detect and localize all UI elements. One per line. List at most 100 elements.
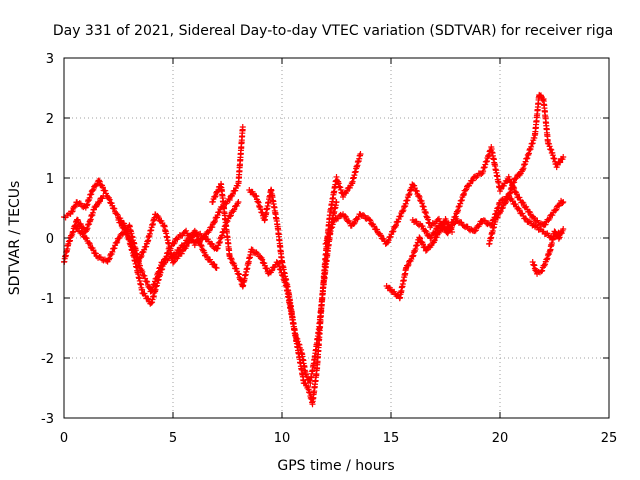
data-point <box>417 197 424 204</box>
data-point <box>342 214 349 221</box>
data-point <box>208 240 215 247</box>
data-point <box>542 221 549 228</box>
data-point <box>448 222 455 229</box>
series-sat-d <box>115 211 220 271</box>
data-point <box>79 230 86 237</box>
data-point <box>423 228 430 235</box>
data-point <box>113 240 120 247</box>
data-point <box>552 229 559 236</box>
data-point <box>233 265 240 272</box>
data-point <box>92 250 99 257</box>
data-point <box>377 232 384 239</box>
data-point <box>419 223 426 230</box>
data-point <box>538 268 545 275</box>
y-tick-label: -3 <box>41 412 54 427</box>
data-point <box>469 177 476 184</box>
x-tick-label: 25 <box>601 431 618 446</box>
data-point <box>473 174 480 181</box>
data-point <box>520 199 527 206</box>
data-point <box>141 272 148 279</box>
data-point <box>452 214 459 221</box>
data-point <box>472 227 479 234</box>
data-point <box>118 220 125 227</box>
data-point <box>560 154 567 160</box>
data-point <box>413 188 420 195</box>
data-point <box>417 235 424 242</box>
x-tick-label: 0 <box>60 431 68 446</box>
data-point <box>154 212 161 219</box>
data-point <box>89 187 96 194</box>
data-point <box>463 186 470 193</box>
data-point <box>506 176 513 183</box>
data-point <box>433 234 440 241</box>
data-point <box>142 275 149 282</box>
data-point <box>171 258 178 265</box>
data-point <box>553 206 560 213</box>
data-point <box>90 247 97 254</box>
data-point <box>116 234 123 241</box>
data-point <box>555 235 562 242</box>
data-point <box>228 255 235 262</box>
data-point <box>519 199 526 206</box>
data-point <box>249 246 256 253</box>
data-point <box>72 202 79 209</box>
data-point <box>482 217 489 224</box>
data-point <box>393 222 400 229</box>
data-point <box>189 234 196 241</box>
data-point <box>155 214 162 221</box>
series-sat-k <box>529 226 567 277</box>
data-point <box>90 186 97 193</box>
data-point <box>232 187 239 194</box>
data-point <box>416 234 423 241</box>
series-sat-a <box>61 124 246 307</box>
y-tick-label: -2 <box>41 352 54 367</box>
data-point <box>231 262 238 269</box>
data-point <box>552 207 559 214</box>
data-point <box>539 267 546 274</box>
data-point <box>422 227 429 234</box>
data-point <box>188 234 195 241</box>
data-point <box>419 241 426 248</box>
data-point <box>404 262 411 269</box>
data-point <box>513 175 520 182</box>
data-point <box>143 278 150 285</box>
data-point <box>140 272 147 279</box>
plot-frame <box>63 57 610 419</box>
y-tick-label: 0 <box>46 232 54 247</box>
data-point <box>268 267 275 274</box>
data-point <box>341 213 348 220</box>
data-point <box>106 196 113 203</box>
data-point <box>497 208 504 215</box>
data-point <box>96 198 103 205</box>
series-sat-i <box>409 144 567 242</box>
data-point <box>545 217 552 224</box>
data-point <box>135 258 142 265</box>
data-point <box>99 184 106 191</box>
data-point <box>361 212 368 219</box>
data-point <box>211 194 218 201</box>
data-point <box>228 256 235 263</box>
data-point <box>351 219 358 226</box>
data-point <box>516 207 523 214</box>
data-point <box>458 219 465 226</box>
data-point <box>466 180 473 187</box>
data-point <box>183 227 190 234</box>
x-tick-label: 10 <box>274 431 291 446</box>
data-point <box>209 198 216 205</box>
data-point <box>69 208 76 215</box>
data-point <box>359 211 366 218</box>
data-point <box>209 241 216 248</box>
series-sat-j <box>486 91 567 247</box>
data-point <box>171 239 178 246</box>
y-tick-label: 3 <box>46 52 54 67</box>
data-point <box>387 233 394 240</box>
data-point <box>143 243 150 250</box>
data-point <box>333 199 340 205</box>
data-point <box>560 226 567 232</box>
data-point <box>350 220 357 227</box>
data-point <box>138 252 145 259</box>
data-point <box>86 241 93 248</box>
y-tick-label: 1 <box>46 172 54 187</box>
data-point <box>428 234 435 241</box>
data-point <box>139 268 146 275</box>
